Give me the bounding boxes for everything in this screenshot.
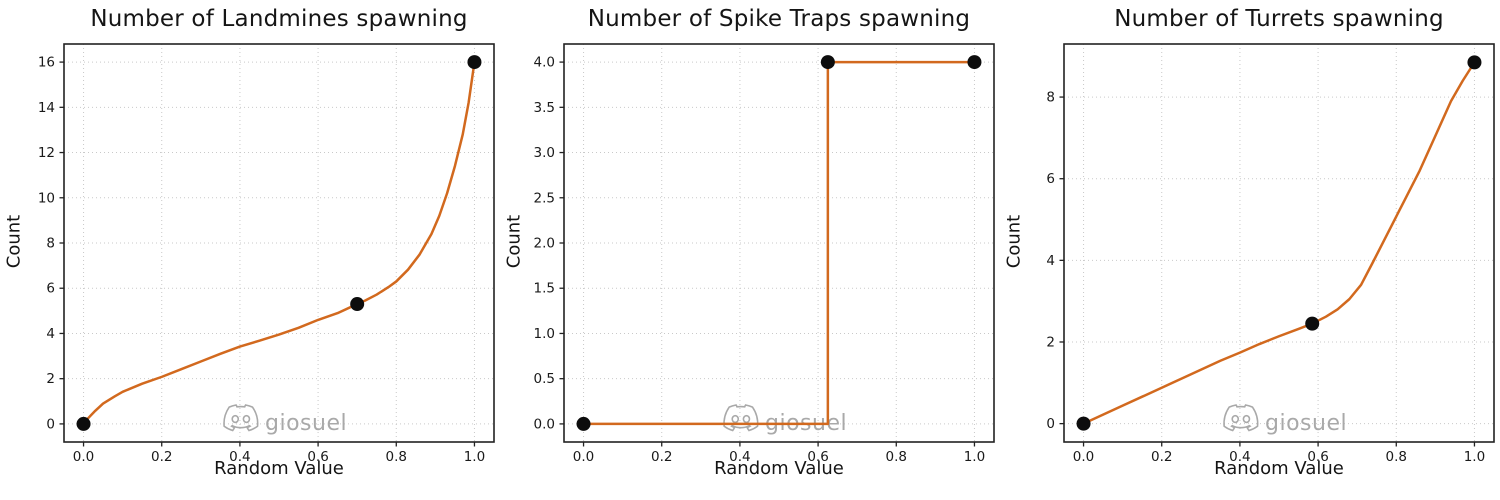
data-point-marker: [467, 55, 482, 70]
data-point-marker: [1305, 316, 1320, 331]
x-axis-label: Random Value: [1214, 458, 1344, 479]
y-tick-label: 12: [38, 145, 55, 161]
y-axis-label: Count: [1003, 214, 1025, 269]
x-tick-label: 0.6: [307, 449, 328, 465]
landmines-plot: giosuel 0.0 0.2 0.4 0.6 0.8 1.0 0 2 4 6 8 10 12 14 16: [0, 0, 500, 500]
x-axis-label: Random Value: [714, 458, 844, 479]
x-tick-label: 1.0: [1464, 449, 1485, 465]
axes-spines: [1063, 43, 1495, 443]
y-tick-label: 1.5: [534, 281, 555, 297]
plot-background: [0, 0, 500, 500]
data-point-marker: [820, 55, 835, 70]
y-axis-label: Count: [3, 214, 25, 269]
y-tick-label: 3.5: [534, 100, 555, 116]
y-tick-label: 14: [38, 100, 55, 116]
watermark: giosuel: [223, 404, 347, 436]
plot-background: [1000, 0, 1500, 500]
discord-icon: [1223, 404, 1259, 432]
data-point-marker: [1076, 416, 1091, 431]
y-tick-label: 3.0: [534, 145, 555, 161]
discord-icon: [723, 404, 759, 432]
y-tick-label: 2.5: [534, 190, 555, 206]
chart-title-turrets: Number of Turrets spawning: [1114, 6, 1444, 32]
chart-title-spike-traps: Number of Spike Traps spawning: [587, 6, 971, 32]
y-tick-label: 0.5: [534, 371, 555, 387]
y-tick-label: 0: [46, 416, 55, 432]
y-tick-label: 1.0: [534, 326, 555, 342]
x-tick-label: 0.0: [1073, 449, 1094, 465]
axes-spines: [563, 43, 995, 443]
chart-panel-landmines: giosuel 0.0 0.2 0.4 0.6 0.8 1.0 0 2 4 6 8 10 12 14 16 N…: [0, 0, 500, 500]
watermark-text: giosuel: [1265, 411, 1347, 436]
x-tick-label: 0.6: [1307, 449, 1328, 465]
y-tick-label: 6: [46, 281, 55, 297]
turrets-plot: giosuel 0.0 0.2 0.4 0.6 0.8 1.0 0 2 4 6 8: [1000, 0, 1500, 500]
data-point-marker: [1467, 55, 1482, 70]
y-tick-label: 8: [1046, 90, 1055, 106]
y-tick-label: 2.0: [534, 236, 555, 252]
y-tick-label: 8: [46, 236, 55, 252]
x-tick-label: 0.2: [1151, 449, 1172, 465]
chart-panel-spike-traps: giosuel 0.0 0.2 0.4 0.6 0.8 1.0 0.0 0.5 1.0 1.5 2.0…: [500, 0, 1000, 500]
y-tick-label: 0: [1046, 416, 1055, 432]
y-tick-label: 10: [38, 190, 55, 206]
y-tick-label: 4: [1046, 253, 1055, 269]
y-tick-label: 2: [1046, 334, 1055, 350]
x-tick-label: 1.0: [964, 449, 985, 465]
data-point-marker: [76, 416, 91, 431]
y-tick-label: 2: [46, 371, 55, 387]
y-tick-label: 6: [1046, 171, 1055, 187]
x-tick-label: 0.4: [1229, 449, 1250, 465]
x-tick-label: 0.2: [151, 449, 172, 465]
y-tick-label: 16: [38, 55, 55, 71]
x-axis-label: Random Value: [214, 458, 344, 479]
axes-spines: [63, 43, 495, 443]
chart-panel-turrets: giosuel 0.0 0.2 0.4 0.6 0.8 1.0 0 2 4 6 8 Number of…: [1000, 0, 1500, 500]
x-tick-label: 0.2: [651, 449, 672, 465]
spawn-curve: [582, 60, 976, 426]
discord-icon: [223, 404, 259, 432]
y-tick-label: 4: [46, 326, 55, 342]
x-tick-label: 0.8: [886, 449, 907, 465]
data-point-marker: [350, 297, 365, 312]
data-point-marker: [967, 55, 982, 70]
data-point-marker: [576, 416, 591, 431]
x-tick-label: 0.8: [1386, 449, 1407, 465]
x-tick-label: 0.4: [229, 449, 250, 465]
y-axis-label: Count: [503, 214, 525, 269]
x-tick-label: 0.0: [73, 449, 94, 465]
chart-title-landmines: Number of Landmines spawning: [90, 6, 468, 32]
x-tick-label: 0.6: [807, 449, 828, 465]
watermark: giosuel: [1223, 404, 1347, 436]
x-tick-label: 1.0: [464, 449, 485, 465]
y-tick-label: 4.0: [534, 55, 555, 71]
spawn-curve: [82, 60, 476, 426]
x-tick-label: 0.0: [573, 449, 594, 465]
y-tick-label: 0.0: [534, 416, 555, 432]
x-tick-label: 0.8: [386, 449, 407, 465]
x-tick-label: 0.4: [729, 449, 750, 465]
watermark-text: giosuel: [265, 411, 347, 436]
